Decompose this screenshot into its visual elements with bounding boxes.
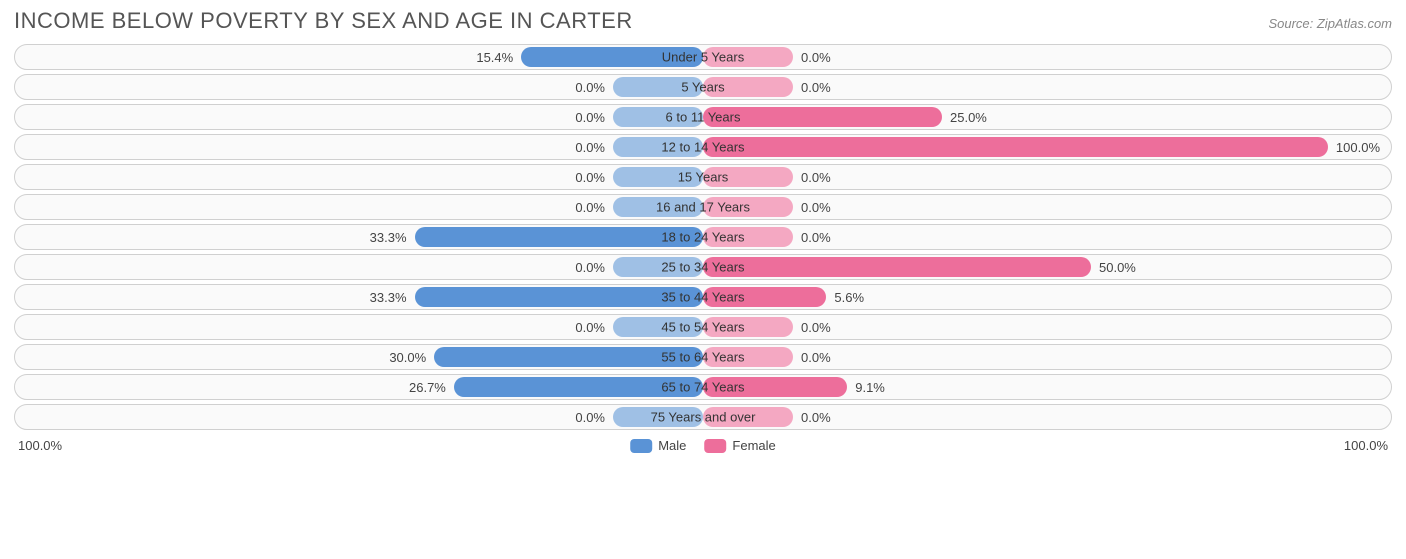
female-value: 5.6% xyxy=(826,290,872,305)
row-label: 6 to 11 Years xyxy=(660,110,747,125)
legend-female-label: Female xyxy=(732,438,775,453)
row-track: 30.0% 0.0% 55 to 64 Years xyxy=(14,344,1392,370)
male-value: 0.0% xyxy=(567,320,613,335)
row-track: 26.7% 9.1% 65 to 74 Years xyxy=(14,374,1392,400)
row-label: 45 to 54 Years xyxy=(655,320,750,335)
male-value: 0.0% xyxy=(567,200,613,215)
row-label: 18 to 24 Years xyxy=(655,230,750,245)
female-value: 0.0% xyxy=(793,50,839,65)
row-track: 0.0% 0.0% 75 Years and over xyxy=(14,404,1392,430)
axis-left-label: 100.0% xyxy=(18,438,62,453)
legend-female-swatch xyxy=(704,439,726,453)
female-value: 0.0% xyxy=(793,170,839,185)
male-value: 0.0% xyxy=(567,170,613,185)
row-label: 12 to 14 Years xyxy=(655,140,750,155)
chart-rows: 15.4%0.0%Under 5 Years0.0%0.0%5 Years0.0… xyxy=(14,44,1392,430)
male-value: 15.4% xyxy=(468,50,521,65)
female-value: 0.0% xyxy=(793,80,839,95)
male-value: 33.3% xyxy=(362,230,415,245)
row-track: 0.0% 0.0% 5 Years xyxy=(14,74,1392,100)
female-value: 0.0% xyxy=(793,410,839,425)
male-value: 0.0% xyxy=(567,260,613,275)
legend-male: Male xyxy=(630,438,686,453)
row-label: 75 Years and over xyxy=(645,410,762,425)
legend-male-swatch xyxy=(630,439,652,453)
legend-male-label: Male xyxy=(658,438,686,453)
row-label: 35 to 44 Years xyxy=(655,290,750,305)
row-track: 0.0% 100.0% 12 to 14 Years xyxy=(14,134,1392,160)
row-label: 16 and 17 Years xyxy=(650,200,756,215)
row-track: 33.3% 5.6% 35 to 44 Years xyxy=(14,284,1392,310)
row-track: 0.0% 0.0% 15 Years xyxy=(14,164,1392,190)
axis-right-label: 100.0% xyxy=(1344,438,1388,453)
legend-female: Female xyxy=(704,438,775,453)
female-value: 0.0% xyxy=(793,320,839,335)
row-label: 25 to 34 Years xyxy=(655,260,750,275)
row-track: 0.0% 0.0% 45 to 54 Years xyxy=(14,314,1392,340)
row-track: 0.0% 25.0% 6 to 11 Years xyxy=(14,104,1392,130)
male-value: 0.0% xyxy=(567,80,613,95)
row-label: 65 to 74 Years xyxy=(655,380,750,395)
row-track: 0.0% 0.0% 16 and 17 Years xyxy=(14,194,1392,220)
chart-source: Source: ZipAtlas.com xyxy=(1268,16,1392,31)
male-value: 0.0% xyxy=(567,110,613,125)
female-bar xyxy=(703,137,1328,157)
female-value: 50.0% xyxy=(1091,260,1144,275)
chart-title: INCOME BELOW POVERTY BY SEX AND AGE IN C… xyxy=(14,8,633,34)
female-value: 100.0% xyxy=(1328,140,1388,155)
male-value: 0.0% xyxy=(567,410,613,425)
legend: Male Female xyxy=(630,438,776,453)
row-track: 0.0% 50.0% 25 to 34 Years xyxy=(14,254,1392,280)
male-value: 26.7% xyxy=(401,380,454,395)
male-value: 30.0% xyxy=(381,350,434,365)
female-value: 0.0% xyxy=(793,230,839,245)
female-value: 0.0% xyxy=(793,350,839,365)
female-value: 9.1% xyxy=(847,380,893,395)
female-value: 25.0% xyxy=(942,110,995,125)
male-value: 0.0% xyxy=(567,140,613,155)
female-value: 0.0% xyxy=(793,200,839,215)
row-track: 15.4% 0.0% Under 5 Years xyxy=(14,44,1392,70)
row-label: 15 Years xyxy=(672,170,735,185)
row-label: Under 5 Years xyxy=(656,50,750,65)
row-label: 55 to 64 Years xyxy=(655,350,750,365)
row-label: 5 Years xyxy=(675,80,730,95)
row-track: 33.3% 0.0% 18 to 24 Years xyxy=(14,224,1392,250)
female-bar xyxy=(703,257,1091,277)
male-value: 33.3% xyxy=(362,290,415,305)
